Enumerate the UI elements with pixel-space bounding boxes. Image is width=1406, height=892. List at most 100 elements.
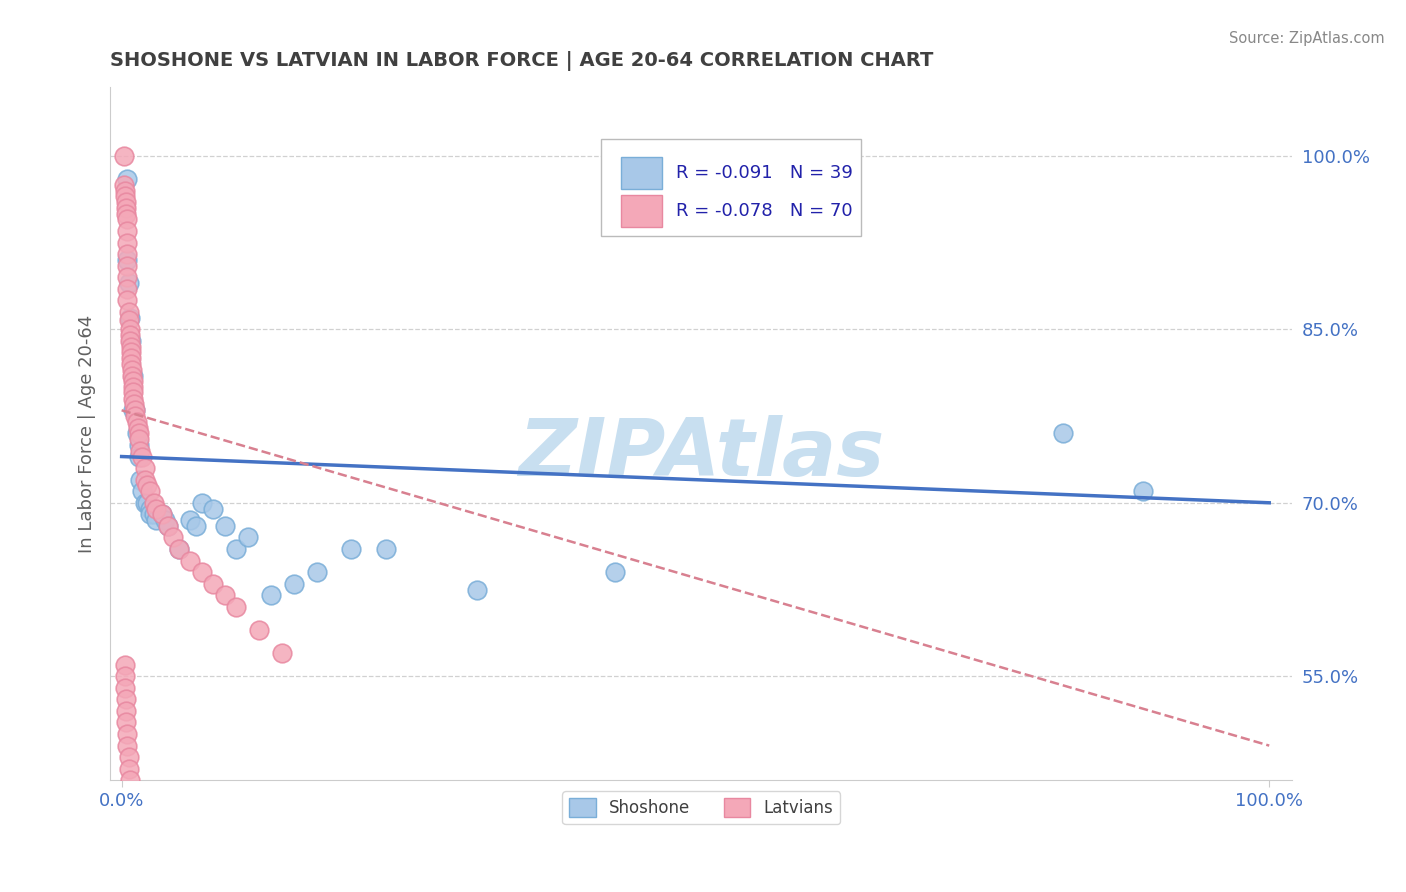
Point	[150, 508, 173, 522]
Point	[121, 808, 143, 822]
Point	[117, 235, 139, 250]
Point	[120, 357, 142, 371]
Point	[225, 599, 247, 614]
Point	[117, 172, 139, 186]
Point	[305, 565, 328, 579]
Point	[127, 420, 149, 434]
Point	[156, 519, 179, 533]
Point	[112, 149, 135, 163]
Point	[128, 426, 150, 441]
Point	[156, 519, 179, 533]
Legend: Shoshone, Latvians: Shoshone, Latvians	[562, 791, 839, 824]
Point	[150, 508, 173, 522]
Point	[162, 531, 184, 545]
Point	[271, 646, 294, 660]
Point	[124, 403, 146, 417]
Text: R = -0.091   N = 39: R = -0.091 N = 39	[676, 164, 853, 182]
Point	[114, 669, 136, 683]
Point	[117, 293, 139, 308]
FancyBboxPatch shape	[621, 157, 662, 188]
Point	[167, 542, 190, 557]
Point	[214, 519, 236, 533]
Point	[124, 403, 146, 417]
Point	[120, 334, 142, 348]
Point	[186, 519, 208, 533]
Point	[131, 450, 153, 464]
Point	[125, 415, 148, 429]
Text: ZIPAtlas: ZIPAtlas	[517, 415, 884, 493]
Point	[118, 773, 141, 788]
Point	[128, 450, 150, 464]
Point	[117, 282, 139, 296]
Point	[115, 195, 138, 210]
Point	[121, 368, 143, 383]
Point	[191, 565, 214, 579]
Point	[117, 313, 139, 327]
FancyBboxPatch shape	[600, 138, 860, 235]
Point	[214, 588, 236, 602]
Point	[124, 409, 146, 423]
Point	[114, 184, 136, 198]
Point	[117, 247, 139, 261]
Point	[139, 508, 162, 522]
Point	[117, 224, 139, 238]
Point	[202, 501, 225, 516]
Point	[139, 484, 162, 499]
Point	[117, 259, 139, 273]
Point	[191, 496, 214, 510]
Point	[125, 426, 148, 441]
Point	[118, 328, 141, 343]
Point	[114, 681, 136, 695]
Point	[115, 201, 138, 215]
Point	[117, 276, 139, 290]
Point	[340, 542, 363, 557]
Point	[117, 305, 139, 319]
Point	[145, 501, 167, 516]
Point	[283, 576, 305, 591]
Point	[122, 380, 145, 394]
Point	[117, 727, 139, 741]
Point	[129, 443, 152, 458]
Point	[117, 739, 139, 753]
Point	[247, 623, 270, 637]
Point	[122, 403, 145, 417]
Point	[145, 513, 167, 527]
Point	[202, 576, 225, 591]
Point	[135, 496, 157, 510]
Point	[128, 438, 150, 452]
Point	[120, 351, 142, 366]
Y-axis label: In Labor Force | Age 20-64: In Labor Force | Age 20-64	[79, 314, 96, 552]
Point	[115, 715, 138, 730]
Point	[120, 340, 142, 354]
Point	[122, 384, 145, 399]
Point	[115, 207, 138, 221]
Point	[115, 704, 138, 718]
Point	[167, 542, 190, 557]
Point	[179, 513, 201, 527]
Point	[120, 797, 142, 811]
FancyBboxPatch shape	[621, 195, 662, 227]
Point	[118, 322, 141, 336]
Point	[114, 657, 136, 672]
Point	[117, 270, 139, 285]
Point	[135, 478, 157, 492]
Point	[120, 345, 142, 359]
Point	[225, 542, 247, 557]
Point	[1052, 426, 1074, 441]
Point	[236, 531, 259, 545]
Point	[122, 397, 145, 411]
Point	[139, 501, 162, 516]
Point	[120, 785, 142, 799]
Text: SHOSHONE VS LATVIAN IN LABOR FORCE | AGE 20-64 CORRELATION CHART: SHOSHONE VS LATVIAN IN LABOR FORCE | AGE…	[110, 51, 934, 70]
Point	[128, 432, 150, 446]
Point	[121, 363, 143, 377]
Point	[122, 375, 145, 389]
Point	[142, 508, 165, 522]
Point	[129, 473, 152, 487]
Point	[122, 392, 145, 406]
Point	[115, 692, 138, 706]
Point	[142, 496, 165, 510]
Text: Source: ZipAtlas.com: Source: ZipAtlas.com	[1229, 31, 1385, 46]
Point	[114, 189, 136, 203]
Point	[603, 565, 626, 579]
